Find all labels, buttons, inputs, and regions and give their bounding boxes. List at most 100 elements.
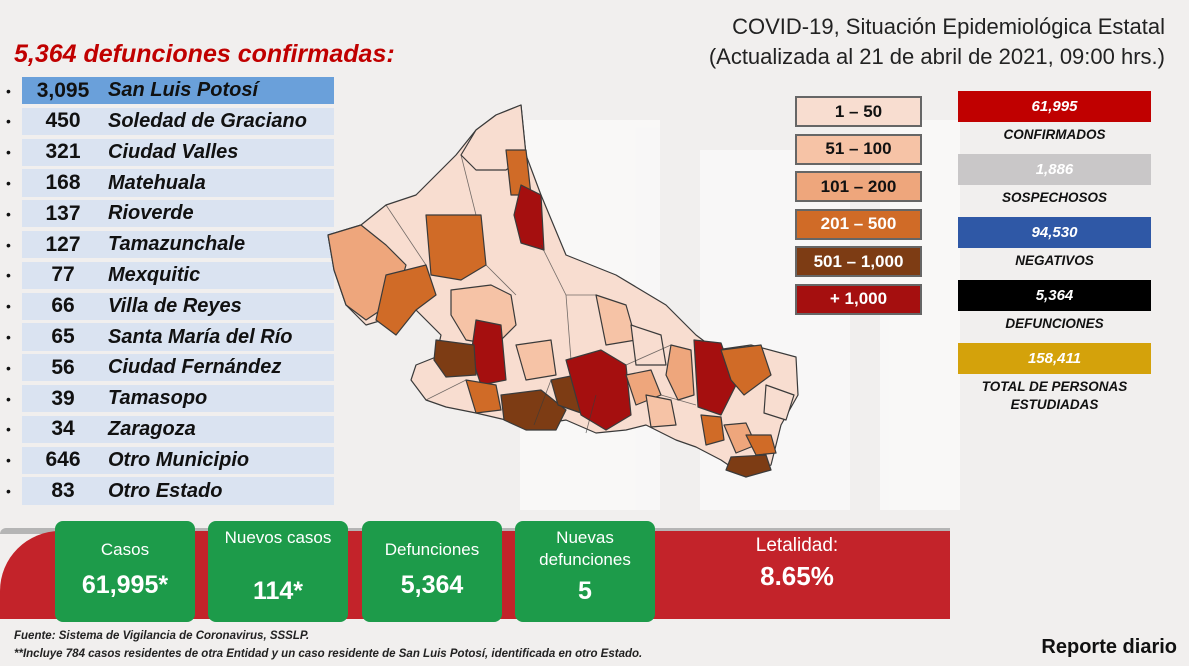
stat-value: 1,886 — [958, 154, 1151, 185]
legend-item: + 1,000 — [795, 283, 922, 315]
map-region — [513, 184, 545, 251]
municipality-row: 646 Otro Municipio — [22, 446, 334, 474]
list-item: • 646 Otro Municipio — [6, 446, 336, 474]
card-value: 61,995* — [81, 571, 169, 599]
stat-item: 1,886 SOSPECHOSOS — [958, 154, 1151, 207]
municipality-row: 65 Santa María del Río — [22, 323, 334, 351]
stats-panel: 61,995 CONFIRMADOS 1,886 SOSPECHOSOS 94,530 N… — [958, 91, 1151, 424]
bullet: • — [6, 113, 11, 130]
map-region — [665, 344, 695, 401]
municipality-list: • 3,095 San Luis Potosí • 450 Soledad de Grac… — [6, 77, 336, 508]
list-item: • 39 Tamasopo — [6, 384, 336, 413]
page-subtitle: (Actualizada al 21 de abril de 2021, 09:… — [708, 44, 1165, 69]
bullet: • — [6, 359, 11, 376]
municipality-row: 450 Soledad de Graciano — [22, 107, 334, 136]
municipality-row: 321 Ciudad Valles — [22, 138, 334, 166]
lethality-label: Letalidad: — [755, 535, 839, 556]
municipality-row: 56 Ciudad Fernández — [22, 354, 334, 382]
municipality-row: 34 Zaragoza — [22, 415, 334, 444]
list-item: • 3,095 San Luis Potosí — [6, 77, 336, 105]
municipality-row: 39 Tamasopo — [22, 384, 334, 413]
stat-item: 5,364 DEFUNCIONES — [958, 280, 1151, 333]
municipality-name: Rioverde — [108, 202, 194, 225]
legend-item: 101 – 200 — [795, 171, 922, 202]
map-region — [433, 339, 477, 378]
state-map — [327, 104, 799, 478]
municipality-name: Tamasopo — [108, 387, 208, 410]
municipality-name: Otro Municipio — [108, 448, 250, 471]
lethality-box: Letalidad: 8.65% — [712, 535, 882, 592]
map-region — [645, 394, 677, 428]
stat-value: 5,364 — [958, 280, 1151, 311]
bullet: • — [6, 175, 11, 192]
death-count: 3,095 — [36, 78, 90, 102]
municipality-row: 137 Rioverde — [22, 200, 334, 228]
map-region — [763, 384, 795, 421]
death-count: 646 — [45, 448, 81, 472]
death-count: 168 — [45, 171, 81, 195]
municipality-row: 66 Villa de Reyes — [22, 292, 334, 320]
bullet: • — [6, 483, 11, 499]
list-item: • 65 Santa María del Río — [6, 323, 336, 351]
map-region — [725, 454, 772, 478]
municipality-name: Villa de Reyes — [108, 294, 242, 317]
list-item: • 34 Zaragoza — [6, 415, 336, 444]
card-label: Nuevas defunciones — [539, 528, 631, 569]
death-count: 77 — [51, 263, 75, 287]
stat-value: 61,995 — [958, 91, 1151, 122]
bullet: • — [6, 421, 11, 438]
death-count: 137 — [45, 201, 81, 225]
legend-item: 201 – 500 — [795, 208, 922, 240]
card-value: 5,364 — [400, 571, 464, 599]
municipality-name: Soledad de Graciano — [108, 109, 307, 132]
card-label: Casos — [100, 540, 150, 559]
report-label: Reporte diario — [1041, 636, 1177, 658]
death-count: 65 — [51, 325, 75, 349]
map-region — [700, 414, 725, 446]
bullet: • — [6, 390, 11, 407]
municipality-row: 127 Tamazunchale — [22, 230, 334, 259]
map-region — [425, 214, 487, 281]
municipality-name: Zaragoza — [108, 417, 196, 440]
stat-label: DEFUNCIONES — [1005, 316, 1104, 331]
summary-card: Nuevos casos 114* — [208, 521, 348, 622]
stat-value: 158,411 — [958, 343, 1151, 374]
map-region — [465, 379, 502, 414]
card-value: 5 — [578, 577, 592, 605]
death-count: 83 — [51, 479, 75, 502]
card-label: Nuevos casos — [224, 528, 332, 547]
bullet: • — [6, 267, 11, 284]
card-label: Defunciones — [384, 540, 480, 559]
map-region — [565, 349, 632, 431]
list-item: • 168 Matehuala — [6, 169, 336, 197]
list-item: • 56 Ciudad Fernández — [6, 354, 336, 382]
municipality-name: Tamazunchale — [108, 233, 246, 256]
stat-label: TOTAL DE PERSONAS ESTUDIADAS — [981, 379, 1128, 412]
list-item: • 321 Ciudad Valles — [6, 138, 336, 166]
list-item: • 450 Soledad de Graciano — [6, 107, 336, 136]
legend-item: 501 – 1,000 — [795, 246, 922, 277]
municipality-name: Ciudad Valles — [108, 140, 239, 163]
bullet: • — [6, 144, 11, 161]
stat-label: NEGATIVOS — [1015, 253, 1094, 268]
map-region — [720, 344, 772, 396]
card-value: 114* — [252, 577, 304, 605]
stat-value: 94,530 — [958, 217, 1151, 248]
municipality-name: Ciudad Fernández — [108, 356, 282, 379]
footnote: **Incluye 784 casos residentes de otra E… — [14, 648, 643, 660]
list-item: • 137 Rioverde — [6, 200, 336, 228]
stat-label: CONFIRMADOS — [1003, 127, 1106, 142]
municipality-name: Mexquitic — [108, 263, 201, 286]
map-region — [500, 389, 567, 431]
death-count: 66 — [51, 294, 75, 318]
municipality-name: Santa María del Río — [108, 325, 293, 348]
source-note: Fuente: Sistema de Vigilancia de Coronav… — [14, 630, 310, 642]
stat-label: SOSPECHOSOS — [1001, 190, 1108, 205]
list-item: • 83 Otro Estado — [6, 477, 336, 505]
map-region — [745, 434, 777, 456]
list-item: • 77 Mexquitic — [6, 261, 336, 290]
municipality-row: 168 Matehuala — [22, 169, 334, 197]
summary-card: Defunciones 5,364 — [362, 521, 502, 622]
municipality-name: Matehuala — [108, 171, 206, 194]
municipality-row: 77 Mexquitic — [22, 261, 334, 290]
